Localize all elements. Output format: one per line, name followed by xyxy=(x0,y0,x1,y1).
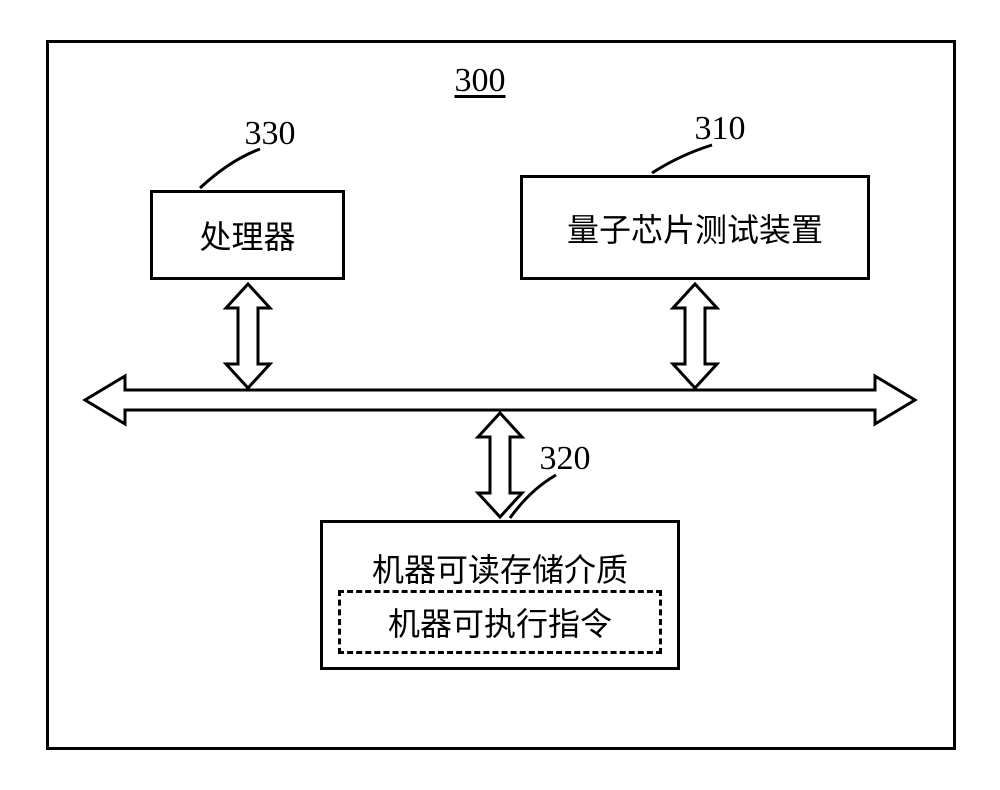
figure-title: 300 xyxy=(420,62,540,100)
tester-label: 量子芯片测试装置 xyxy=(567,205,823,251)
figure-title-text: 300 xyxy=(455,62,506,99)
tester-block: 量子芯片测试装置 xyxy=(520,175,870,280)
processor-block: 处理器 xyxy=(150,190,345,280)
ref-label-330: 330 xyxy=(220,115,320,153)
ref-label-310: 310 xyxy=(670,110,770,148)
storage-inner-block: 机器可执行指令 xyxy=(338,590,662,654)
ref-label-320: 320 xyxy=(515,440,615,478)
storage-label: 机器可读存储介质 xyxy=(323,545,677,591)
storage-inner-label: 机器可执行指令 xyxy=(388,599,612,645)
processor-label: 处理器 xyxy=(199,212,295,258)
diagram-canvas: 300 330 310 320 处理器 量子芯片测试装置 机器可读存储介质 机器… xyxy=(0,0,1000,790)
